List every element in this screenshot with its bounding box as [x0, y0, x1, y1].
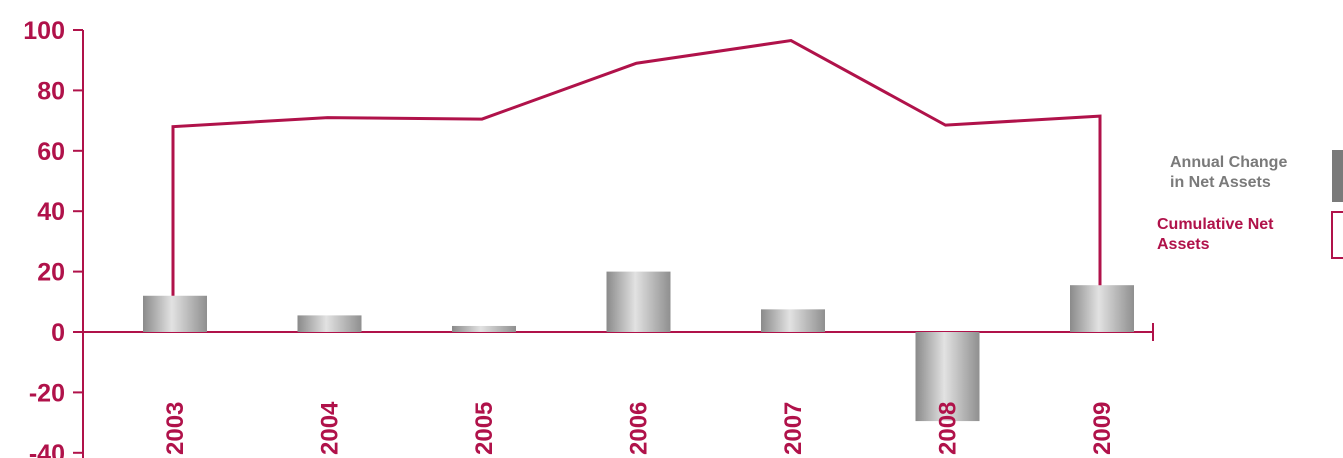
x-tick-label: 2008	[935, 402, 962, 455]
legend-label-annual-change: in Net Assets	[1170, 174, 1271, 191]
bar	[761, 309, 825, 332]
bar	[1070, 285, 1134, 332]
x-tick-label: 2004	[317, 401, 344, 455]
bar	[606, 271, 671, 332]
bar-series	[143, 271, 1134, 422]
line-series	[171, 39, 1102, 296]
y-tick-label: 40	[37, 198, 65, 226]
y-tick-label: 60	[37, 138, 65, 166]
legend: Annual Change in Net Assets Cumulative Net…	[1157, 150, 1343, 259]
x-tick-label: 2005	[471, 402, 498, 455]
y-tick-label: -40	[29, 440, 65, 458]
bar	[297, 315, 362, 332]
x-tick-label: 2007	[780, 402, 807, 455]
axes	[73, 29, 1154, 458]
bar	[143, 295, 207, 332]
x-tick-label: 2009	[1089, 402, 1116, 455]
y-tick-label: 80	[37, 77, 65, 105]
legend-label-annual-change: Annual Change	[1170, 154, 1287, 171]
y-tick-label: 20	[37, 259, 65, 287]
bar	[915, 332, 980, 422]
legend-label-cumulative: Assets	[1157, 236, 1210, 253]
y-tick-label: 100	[23, 17, 65, 45]
cumulative-line	[171, 39, 1102, 296]
y-tick-label: 0	[51, 319, 65, 347]
y-tick-label: -20	[29, 379, 65, 407]
legend-swatch-annual-change	[1332, 150, 1343, 202]
labels: 100 80 60 40 20 0 -20 -40 2003 2004 2005 2006 2007 20…	[23, 17, 1116, 458]
legend-swatch-cumulative	[1331, 211, 1343, 259]
legend-label-cumulative: Cumulative Net	[1157, 216, 1274, 233]
x-tick-label: 2006	[626, 402, 653, 455]
bar	[452, 325, 516, 332]
x-tick-label: 2003	[162, 402, 189, 455]
